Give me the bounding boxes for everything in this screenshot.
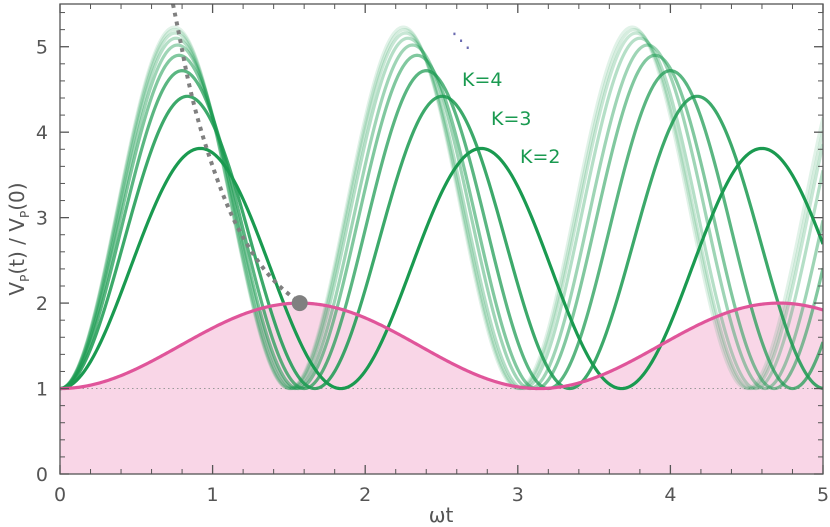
x-tick-label: 4: [664, 484, 676, 506]
ellipsis-label: ⋱: [451, 28, 471, 52]
y-tick-label: 2: [36, 293, 48, 315]
green-series-line-0: [60, 25, 823, 391]
green-series-line-k3: [60, 94, 823, 391]
y-tick-label: 5: [36, 37, 48, 59]
y-axis-label: VP(t) / VP(0): [5, 182, 32, 295]
x-tick-label: 1: [207, 484, 219, 506]
green-series-line-k2: [60, 146, 823, 391]
green-series-line-2: [60, 31, 823, 391]
pink-fill-layer: [60, 303, 823, 474]
pink-curve-layer: [60, 301, 823, 391]
marker-point: [291, 295, 308, 312]
green-series-line-1: [60, 28, 823, 391]
green-series-line-4: [60, 43, 823, 391]
tick-layer: 0 1 2 3 4 5 0 1 2 3 4 5: [36, 4, 829, 506]
pink-curve-line: [60, 301, 823, 391]
x-tick-label: 2: [359, 484, 371, 506]
dotted-curve: [170, 4, 301, 305]
x-tick-label: 0: [54, 484, 66, 506]
x-tick-label: 3: [512, 484, 524, 506]
k3-label: K=3: [491, 108, 531, 130]
x-axis-label: ωt: [429, 503, 454, 527]
pink-area-fill: [60, 303, 823, 474]
dotted-curve-layer: [170, 4, 308, 312]
axes-frame: [59, 3, 824, 475]
k4-label: K=4: [462, 69, 502, 91]
y-tick-label: 1: [36, 379, 48, 401]
green-series-line-k4: [60, 69, 823, 391]
green-series-line-5: [60, 53, 823, 391]
y-tick-label: 0: [36, 464, 48, 486]
y-tick-label: 3: [36, 208, 48, 230]
y-tick-label: 4: [36, 122, 48, 144]
x-tick-label: 5: [817, 484, 829, 506]
green-series-line-3: [60, 36, 823, 391]
plot-frame: [59, 3, 824, 475]
green-series-layer: [60, 25, 823, 391]
k2-label: K=2: [520, 146, 560, 168]
